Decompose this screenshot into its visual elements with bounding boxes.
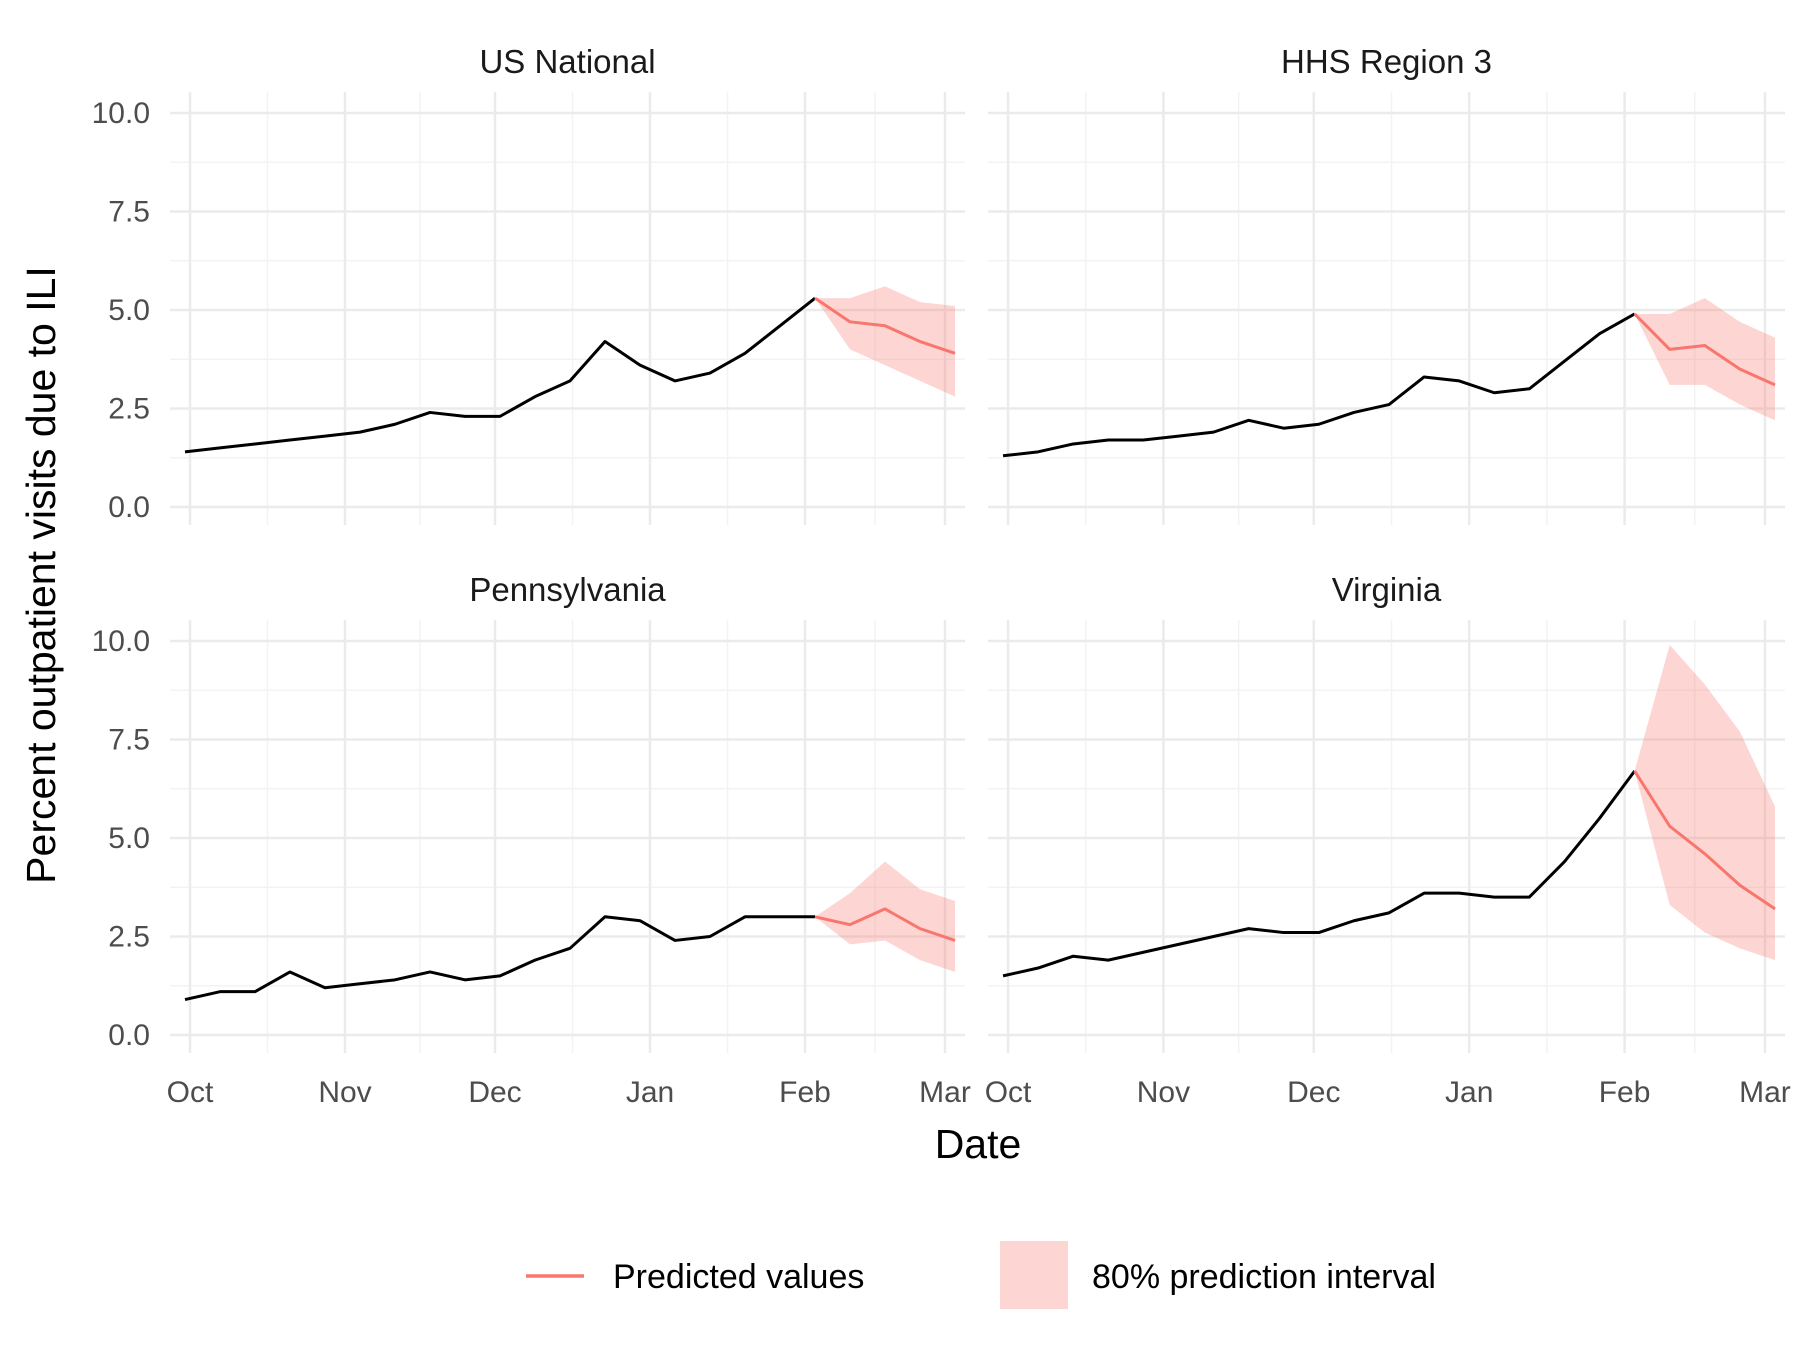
x-tick-label: Dec <box>468 1076 521 1109</box>
x-tick-label: Feb <box>779 1076 831 1109</box>
x-tick-label: Jan <box>626 1076 674 1109</box>
x-tick-label: Oct <box>985 1076 1032 1109</box>
y-axis-title: Percent outpatient visits due to ILI <box>18 266 64 884</box>
legend-label-interval: 80% prediction interval <box>1092 1258 1436 1296</box>
panels: US National 0.0 2.5 5.0 7.5 10.0 HHS Region 3 P… <box>92 43 1791 1109</box>
observed-line <box>184 915 815 1002</box>
panel-title: Virginia <box>1332 571 1442 608</box>
predicted-line <box>814 296 956 355</box>
predicted-line <box>1633 770 1776 911</box>
x-tick-label: Nov <box>1137 1076 1190 1109</box>
legend-key-interval-swatch <box>1000 1241 1068 1309</box>
y-tick-label: 5.0 <box>108 822 150 855</box>
x-tick-label: Feb <box>1599 1076 1651 1109</box>
prediction-interval-band <box>1634 644 1775 961</box>
prediction-interval-band <box>1634 298 1775 421</box>
y-tick-label: 2.5 <box>108 921 150 954</box>
observed-line <box>184 297 816 454</box>
y-tick-label: 7.5 <box>108 724 150 757</box>
x-tick-label: Mar <box>1739 1076 1791 1109</box>
predicted-line <box>1633 312 1776 387</box>
observed-line <box>1002 312 1636 458</box>
y-tick-label: 5.0 <box>108 294 150 327</box>
panel-title: US National <box>479 43 655 80</box>
legend: Predicted values 80% prediction interval <box>526 1241 1436 1309</box>
y-tick-label: 0.0 <box>108 1019 150 1052</box>
x-tick-label: Dec <box>1287 1076 1340 1109</box>
x-axis-title: Date <box>935 1121 1022 1167</box>
x-tick-label: Nov <box>318 1076 371 1109</box>
y-tick-label: 2.5 <box>108 393 150 426</box>
prediction-interval-band <box>815 861 955 972</box>
y-tick-label: 10.0 <box>92 97 150 130</box>
y-tick-label: 10.0 <box>92 625 150 658</box>
predicted-line <box>814 907 956 942</box>
x-tick-label: Mar <box>919 1076 971 1109</box>
x-tick-label: Jan <box>1445 1076 1493 1109</box>
x-tick-label: Oct <box>167 1076 214 1109</box>
legend-label-predicted: Predicted values <box>613 1258 864 1296</box>
panel-1: US National 0.0 2.5 5.0 7.5 10.0 <box>92 43 965 525</box>
panel-2: HHS Region 3 <box>988 43 1785 525</box>
panel-title: Pennsylvania <box>469 571 666 608</box>
panel-title: HHS Region 3 <box>1281 43 1492 80</box>
panel-4: Virginia Oct Nov Dec Jan Feb Mar <box>985 571 1791 1109</box>
prediction-interval-band <box>815 286 955 397</box>
panel-3: Pennsylvania 0.0 2.5 5.0 7.5 10.0 Oct Nov Dec Jan… <box>92 571 971 1109</box>
y-tick-label: 7.5 <box>108 196 150 229</box>
y-tick-label: 0.0 <box>108 491 150 524</box>
observed-line <box>1002 770 1636 978</box>
